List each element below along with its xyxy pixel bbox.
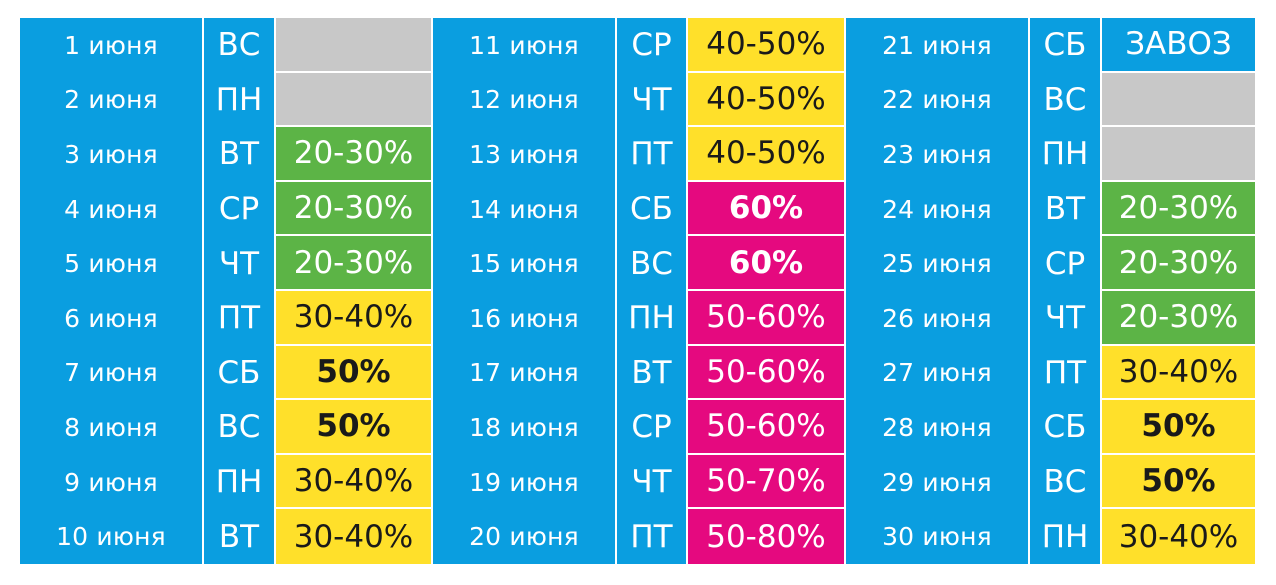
- date-cell: 16 июня: [469, 303, 579, 333]
- weekday-cell: СР: [631, 409, 672, 446]
- weekday-cell: ВТ: [1044, 191, 1086, 228]
- date-cell: 12 июня: [469, 85, 579, 115]
- date-cell: 8 июня: [64, 412, 158, 442]
- discount-cell: 50%: [1102, 454, 1255, 510]
- date-cell: 20 июня: [469, 522, 579, 552]
- weekday-cell: ПН: [215, 464, 263, 501]
- discount-cell: 60%: [688, 236, 844, 291]
- discount-cell: 50%: [276, 400, 431, 455]
- date-cell: 17 июня: [469, 358, 579, 388]
- weekday-cell: ПН: [1041, 518, 1089, 555]
- weekday-cell: ПТ: [1043, 354, 1087, 391]
- date-cell: 28 июня: [882, 412, 992, 442]
- discount-cell: 50-80%: [688, 509, 844, 564]
- date-cell: 13 июня: [469, 139, 579, 169]
- date-cell: 29 июня: [882, 467, 992, 497]
- discount-cell: 30-40%: [1102, 509, 1255, 564]
- discount-cell: 50-60%: [688, 345, 844, 401]
- empty-discount-cell: [276, 72, 431, 128]
- weekday-cell: СР: [1044, 245, 1086, 282]
- empty-discount-cell: [1102, 127, 1255, 182]
- date-cell: 14 июня: [469, 194, 579, 224]
- weekday-cell: ПТ: [630, 136, 673, 173]
- weekday-cell: ВС: [1043, 464, 1087, 501]
- weekday-cell: СБ: [217, 354, 261, 391]
- empty-discount-cell: [1102, 72, 1255, 128]
- date-cell: 5 июня: [64, 249, 158, 279]
- date-cell: 15 июня: [469, 249, 579, 279]
- weekday-cell: ПН: [1041, 136, 1089, 173]
- weekday-cell: ВС: [630, 245, 673, 282]
- date-cell: 21 июня: [882, 30, 992, 60]
- weekday-cell: ЧТ: [218, 245, 260, 282]
- discount-cell: 50-60%: [688, 400, 844, 455]
- date-column: [20, 18, 202, 564]
- discount-cell: 20-30%: [1102, 291, 1255, 346]
- weekday-cell: ПН: [628, 300, 675, 337]
- date-cell: 4 июня: [64, 194, 158, 224]
- weekday-cell: СБ: [630, 191, 673, 228]
- date-cell: 1 июня: [64, 30, 158, 60]
- weekday-cell: ВТ: [218, 136, 260, 173]
- weekday-cell: ВТ: [218, 518, 260, 555]
- discount-cell: 50-70%: [688, 454, 844, 510]
- date-column: [433, 18, 615, 564]
- weekday-cell: ВС: [217, 27, 261, 64]
- discount-cell: 50%: [1102, 400, 1255, 455]
- weekday-cell: ЧТ: [631, 81, 672, 118]
- discount-cell: 20-30%: [276, 236, 431, 291]
- discount-cell: 30-40%: [276, 291, 431, 346]
- weekday-cell: ВТ: [631, 354, 672, 391]
- discount-cell: 60%: [688, 181, 844, 237]
- date-cell: 30 июня: [882, 522, 992, 552]
- date-cell: 3 июня: [64, 139, 158, 169]
- discount-cell: ЗАВОЗ: [1102, 18, 1255, 73]
- date-column: [846, 18, 1028, 564]
- weekday-cell: ВС: [217, 409, 261, 446]
- discount-cell: 30-40%: [276, 454, 431, 510]
- date-cell: 2 июня: [64, 85, 158, 115]
- discount-cell: 20-30%: [276, 127, 431, 182]
- date-cell: 7 июня: [64, 358, 158, 388]
- discount-cell: 50%: [276, 345, 431, 401]
- discount-cell: 40-50%: [688, 18, 844, 73]
- weekday-cell: ЧТ: [631, 464, 672, 501]
- date-cell: 6 июня: [64, 303, 158, 333]
- weekday-cell: СБ: [1043, 27, 1087, 64]
- date-cell: 23 июня: [882, 139, 992, 169]
- discount-cell: 20-30%: [276, 181, 431, 237]
- date-cell: 18 июня: [469, 412, 579, 442]
- discount-cell: 50-60%: [688, 291, 844, 346]
- weekday-column: [204, 18, 274, 564]
- date-cell: 27 июня: [882, 358, 992, 388]
- discount-cell: 20-30%: [1102, 181, 1255, 237]
- empty-discount-cell: [276, 18, 431, 73]
- date-cell: 26 июня: [882, 303, 992, 333]
- date-cell: 22 июня: [882, 85, 992, 115]
- discount-cell: 40-50%: [688, 72, 844, 128]
- date-cell: 24 июня: [882, 194, 992, 224]
- discount-cell: 30-40%: [276, 509, 431, 564]
- discount-cell: 20-30%: [1102, 236, 1255, 291]
- discount-cell: 30-40%: [1102, 345, 1255, 401]
- weekday-cell: СР: [218, 191, 260, 228]
- date-cell: 9 июня: [64, 467, 158, 497]
- weekday-column: [617, 18, 686, 564]
- weekday-cell: ПТ: [217, 300, 261, 337]
- weekday-column: [1030, 18, 1100, 564]
- weekday-cell: ПТ: [630, 518, 673, 555]
- date-cell: 19 июня: [469, 467, 579, 497]
- date-cell: 11 июня: [469, 30, 579, 60]
- date-cell: 10 июня: [56, 522, 166, 552]
- weekday-cell: ПН: [215, 81, 263, 118]
- weekday-cell: ВС: [1043, 81, 1087, 118]
- weekday-cell: ЧТ: [1044, 300, 1086, 337]
- weekday-cell: СР: [631, 27, 672, 64]
- weekday-cell: СБ: [1043, 409, 1087, 446]
- date-cell: 25 июня: [882, 249, 992, 279]
- discount-cell: 40-50%: [688, 127, 844, 182]
